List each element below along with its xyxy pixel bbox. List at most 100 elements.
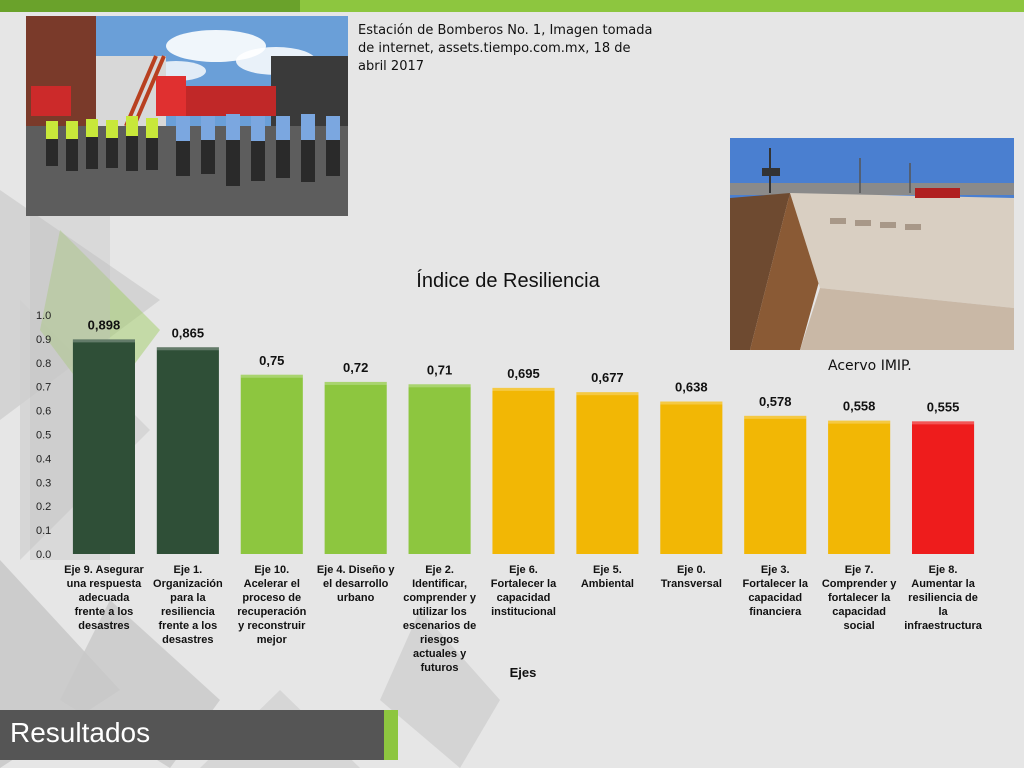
y-tick-label: 0.7: [36, 382, 51, 394]
bar-top-highlight: [828, 420, 891, 424]
bar-value-label: 0,72: [343, 360, 368, 375]
bar-value-label: 0,695: [507, 366, 540, 381]
category-label-line: Organización: [153, 578, 223, 590]
bar-top-highlight: [576, 392, 639, 396]
category-label-line: futuros: [421, 662, 459, 674]
bar-top-highlight: [324, 381, 387, 385]
category-label-line: Comprender y: [822, 578, 897, 590]
category-label-line: Eje 2.: [425, 564, 454, 576]
footer-bar: [0, 710, 384, 760]
category-label-line: una respuesta: [67, 578, 142, 590]
bar-top-highlight: [408, 384, 471, 388]
bar: [492, 387, 555, 554]
bar-value-label: 0,75: [259, 353, 284, 368]
category-label: Eje 3. Fortalecer la capacidad financiera: [743, 564, 809, 618]
bar-value-label: 0,865: [172, 325, 205, 340]
category-label-line: Transversal: [661, 578, 722, 590]
bar-top-highlight: [744, 415, 807, 419]
category-label-line: utilizar los: [412, 606, 466, 618]
category-label-line: capacidad: [832, 606, 886, 618]
category-label-line: desastres: [78, 620, 129, 632]
bar-value-label: 0,677: [591, 370, 624, 385]
category-label-line: el desarrollo: [323, 578, 389, 590]
category-label-line: capacidad: [748, 592, 802, 604]
bar-value-label: 0,558: [843, 399, 876, 414]
category-label: Eje 5. Ambiental: [581, 564, 634, 590]
bar: [156, 347, 219, 554]
category-label-line: Eje 8.: [929, 564, 958, 576]
category-label-line: Eje 0.: [677, 564, 706, 576]
bar-value-label: 0,898: [88, 317, 121, 332]
bar-top-highlight: [660, 401, 723, 405]
y-tick-label: 0.4: [36, 453, 51, 465]
category-label-line: resiliencia: [161, 606, 216, 618]
category-label-line: resiliencia de: [908, 592, 978, 604]
bar-top-highlight: [156, 347, 219, 351]
category-label: Eje 6. Fortalecer la capacidad instituciona…: [491, 564, 557, 618]
bar: [240, 374, 303, 554]
category-label-line: Eje 5.: [593, 564, 622, 576]
y-tick-label: 0.1: [36, 525, 51, 537]
category-label-line: frente a los: [159, 620, 218, 632]
bar-value-label: 0,638: [675, 380, 708, 395]
category-label-line: actuales y: [413, 648, 467, 660]
category-label: Eje 4. Diseño y el desarrollo urbano: [317, 564, 396, 604]
bar-value-label: 0,555: [927, 399, 960, 414]
canal-photo: [730, 138, 1014, 350]
y-tick-label: 0.2: [36, 501, 51, 513]
category-label-line: Eje 10.: [254, 564, 289, 576]
category-label-line: capacidad: [497, 592, 551, 604]
footer-title: Resultados: [10, 717, 151, 748]
category-label-line: Ambiental: [581, 578, 634, 590]
category-label-line: recuperación: [237, 606, 306, 618]
category-label-line: mejor: [257, 634, 288, 646]
category-label-line: Eje 3.: [761, 564, 790, 576]
category-label-line: proceso de: [242, 592, 301, 604]
bar: [911, 421, 975, 554]
category-label-line: fortalecer la: [828, 592, 891, 604]
category-labels: Eje 9. Asegurar una respuesta adecuada fren…: [64, 564, 983, 674]
category-label-line: frente a los: [75, 606, 134, 618]
y-tick-label: 0.3: [36, 477, 51, 489]
y-tick-label: 0.0: [36, 549, 51, 561]
category-label-line: para la: [170, 592, 206, 604]
bar: [744, 415, 807, 554]
bar: [72, 339, 136, 554]
category-label-line: y reconstruir: [238, 620, 306, 632]
y-axis-ticks: 0.0 0.1 0.2 0.3 0.4 0.5 0.6 0.7 0.8 0.9 1.0: [36, 310, 51, 561]
bar: [408, 384, 471, 554]
y-tick-label: 0.8: [36, 358, 51, 370]
category-label-line: urbano: [337, 592, 375, 604]
bar-top-highlight: [72, 339, 136, 343]
y-tick-label: 1.0: [36, 310, 51, 322]
category-label-line: la: [938, 606, 948, 618]
bar-value-labels: 0,898 0,865 0,75 0,72 0,71 0,695 0,677 0,638 0,5…: [88, 317, 960, 414]
category-label: Eje 7. Comprender y fortalecer la capacidad…: [822, 564, 897, 632]
bar-series: [72, 339, 975, 554]
category-label: Eje 2. Identificar, comprender y utilizar l…: [403, 564, 477, 674]
category-label-line: institucional: [491, 606, 556, 618]
category-label: Eje 8. Aumentar la resiliencia de la infraes…: [904, 564, 983, 632]
category-label: Eje 0. Transversal: [661, 564, 722, 590]
bar: [828, 420, 891, 554]
bar: [576, 392, 639, 554]
bar: [660, 401, 723, 554]
x-axis-label: Ejes: [510, 665, 537, 680]
bar-top-highlight: [492, 387, 555, 391]
category-label-line: Identificar,: [412, 578, 467, 590]
y-tick-label: 0.6: [36, 406, 51, 418]
category-label-line: Eje 4. Diseño y: [317, 564, 396, 576]
category-label-line: Acelerar el: [244, 578, 300, 590]
category-label-line: Fortalecer la: [743, 578, 809, 590]
category-label-line: escenarios de: [403, 620, 476, 632]
category-label-line: Fortalecer la: [491, 578, 557, 590]
canal-photo-caption: Acervo IMIP.: [828, 358, 912, 374]
chart-title: Índice de Resiliencia: [416, 269, 600, 292]
category-label-line: riesgos: [420, 634, 459, 646]
category-label-line: financiera: [749, 606, 802, 618]
category-label-line: infraestructura: [904, 620, 983, 632]
category-label-line: adecuada: [79, 592, 131, 604]
category-label: Eje 9. Asegurar una respuesta adecuada fren…: [64, 564, 144, 632]
y-tick-label: 0.9: [36, 334, 51, 346]
